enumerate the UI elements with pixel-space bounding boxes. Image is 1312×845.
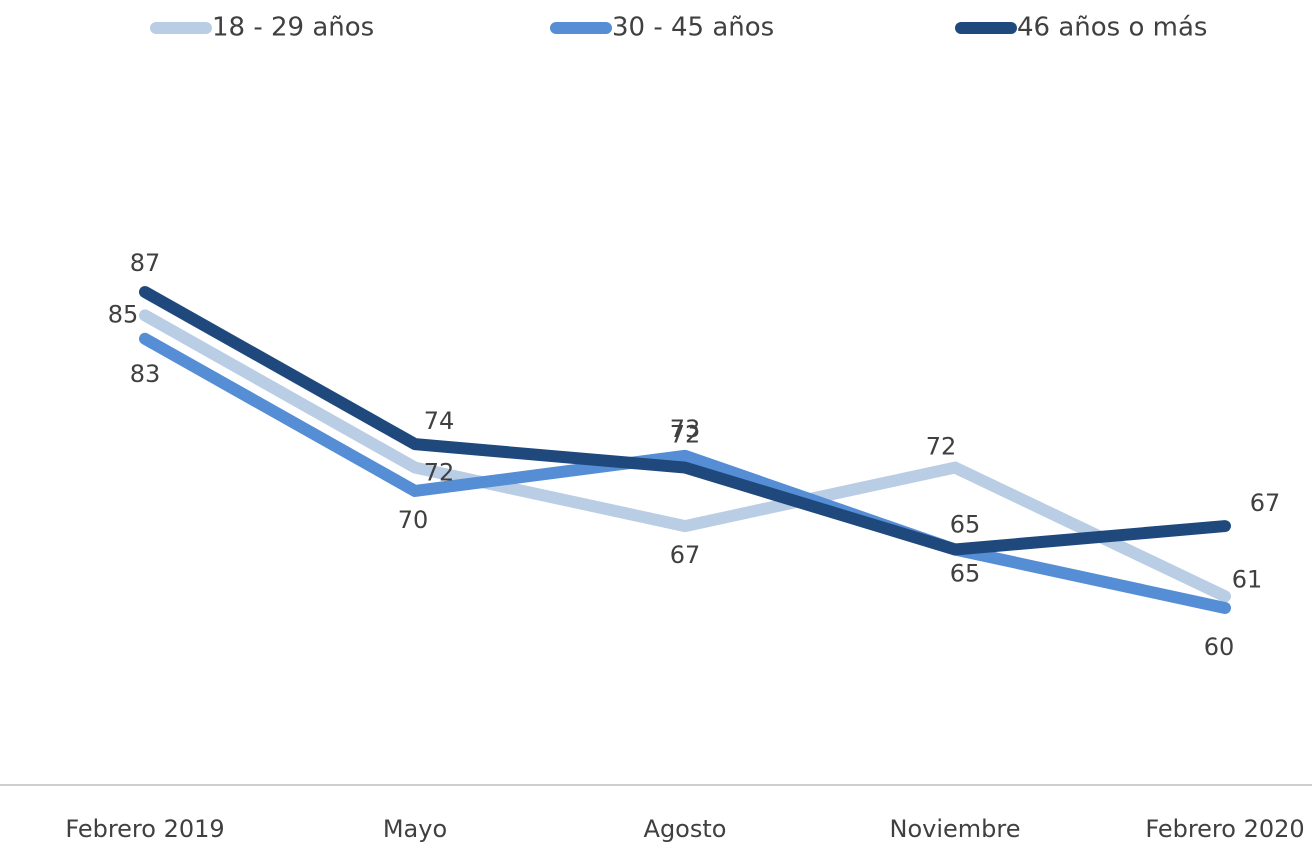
x-tick-label: Noviembre	[890, 815, 1021, 843]
x-tick-label: Agosto	[644, 815, 727, 843]
data-label: 83	[130, 360, 161, 388]
data-label: 85	[108, 300, 139, 328]
x-tick-label: Mayo	[383, 815, 447, 843]
data-label: 70	[398, 506, 429, 534]
data-label: 65	[950, 510, 981, 538]
data-label: 73	[670, 415, 701, 443]
data-label: 65	[950, 559, 981, 587]
data-label: 72	[926, 433, 957, 461]
x-tick-label: Febrero 2020	[1145, 815, 1304, 843]
data-label: 87	[130, 249, 161, 277]
series-line	[139, 286, 1231, 556]
legend-label: 46 años o más	[1017, 13, 1207, 43]
data-label: 72	[424, 459, 455, 487]
data-label: 67	[1250, 489, 1281, 517]
series-line	[139, 309, 1231, 603]
data-label: 67	[670, 541, 701, 569]
data-label: 60	[1204, 633, 1235, 661]
data-label: 61	[1232, 565, 1263, 593]
data-label: 72	[670, 421, 701, 449]
x-tick-label: Febrero 2019	[65, 815, 224, 843]
legend-label: 18 - 29 años	[212, 13, 374, 43]
data-label: 74	[424, 407, 455, 435]
legend-label: 30 - 45 años	[612, 13, 774, 43]
series-line	[139, 332, 1231, 614]
